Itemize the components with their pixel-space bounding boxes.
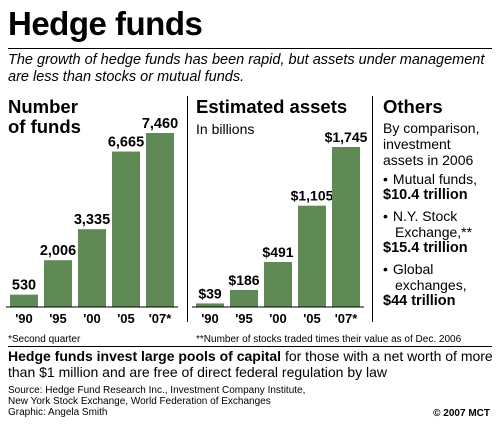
title-rule [8,48,492,49]
second-quarter-footnote: *Second quarter [8,334,81,345]
bar [298,205,326,307]
page-title: Hedge funds [8,5,203,42]
others-item-label: exchanges, [395,277,467,293]
bottom-rule [8,346,492,347]
bar [332,147,360,307]
source-line: Graphic: Angela Smith [8,407,108,418]
data-label: $1,105 [291,188,334,204]
x-tick-label: '95 [235,311,253,326]
chart2-subtitle: In billions [196,121,255,137]
chart2-title: Estimated assets [196,96,348,117]
bar [230,289,258,307]
x-tick-label: '00 [269,311,287,326]
bar [78,229,106,307]
data-label: $39 [198,285,222,301]
others-item-label: • Mutual funds, [383,171,477,187]
x-tick-label: '90 [15,311,33,326]
bar [10,294,38,307]
others-item-value: $10.4 trillion [383,187,468,203]
bar [146,133,174,307]
data-label: $491 [262,244,293,260]
others-item-label-text: Global [392,261,434,277]
bottom-text: Hedge funds invest large pools of capita… [8,348,494,380]
data-label: 6,665 [108,135,144,151]
others-item-label: Exchange,** [395,224,472,240]
bar [44,260,72,307]
x-tick-label: '95 [49,311,67,326]
chart1-title-line2: of funds [8,116,81,137]
bottom-rest-text: for those with a net worth of more than … [8,348,493,380]
bullet-icon: • [383,261,388,277]
subtitle: The growth of hedge funds has been rapid… [8,52,485,85]
source-line: Source: Hedge Fund Research Inc., Invest… [8,385,306,396]
section-divider [372,96,373,322]
data-label: 2,006 [40,243,76,259]
stock-exchange-footnote: **Number of stocks traded times their va… [196,334,462,345]
data-label: 3,335 [74,212,110,228]
bullet-icon: • [383,171,388,187]
bottom-bold-text: Hedge funds invest large pools of capita… [8,348,282,364]
copyright: © 2007 MCT [433,408,490,419]
x-tick-label: '05 [303,311,321,326]
bar [196,303,224,307]
bullet-icon: • [383,208,388,224]
x-tick-label: '05 [117,311,135,326]
others-item-value: $15.4 trillion [383,240,468,256]
bar [112,151,140,307]
data-label: $186 [228,272,259,288]
x-tick-label: '07* [149,311,173,326]
others-item-label-text: Mutual funds, [392,171,477,187]
others-intro-line: By comparison, [383,120,480,136]
data-label: 530 [12,278,36,294]
others-item-label-text: N.Y. Stock [392,208,458,224]
data-label: 7,460 [142,116,178,132]
others-item-label: • N.Y. Stock [383,208,457,224]
others-intro-line: investment [383,136,451,152]
others-title: Others [383,96,443,117]
others-intro-line: assets in 2006 [383,152,474,168]
bar [264,261,292,307]
others-item-label-text: Exchange,** [395,224,473,240]
data-label: $1,745 [325,129,368,145]
source-line: New York Stock Exchange, World Federatio… [8,396,271,407]
x-tick-label: '90 [201,311,219,326]
x-tick-label: '00 [83,311,101,326]
others-item-value: $44 trillion [383,293,456,309]
source-block: Source: Hedge Fund Research Inc., Invest… [8,385,305,418]
chart1-title-line1: Number [8,96,78,117]
section-divider [187,96,188,322]
x-tick-label: '07* [335,311,359,326]
others-item-label: • Global [383,261,433,277]
others-item-label-text: exchanges, [395,277,467,293]
